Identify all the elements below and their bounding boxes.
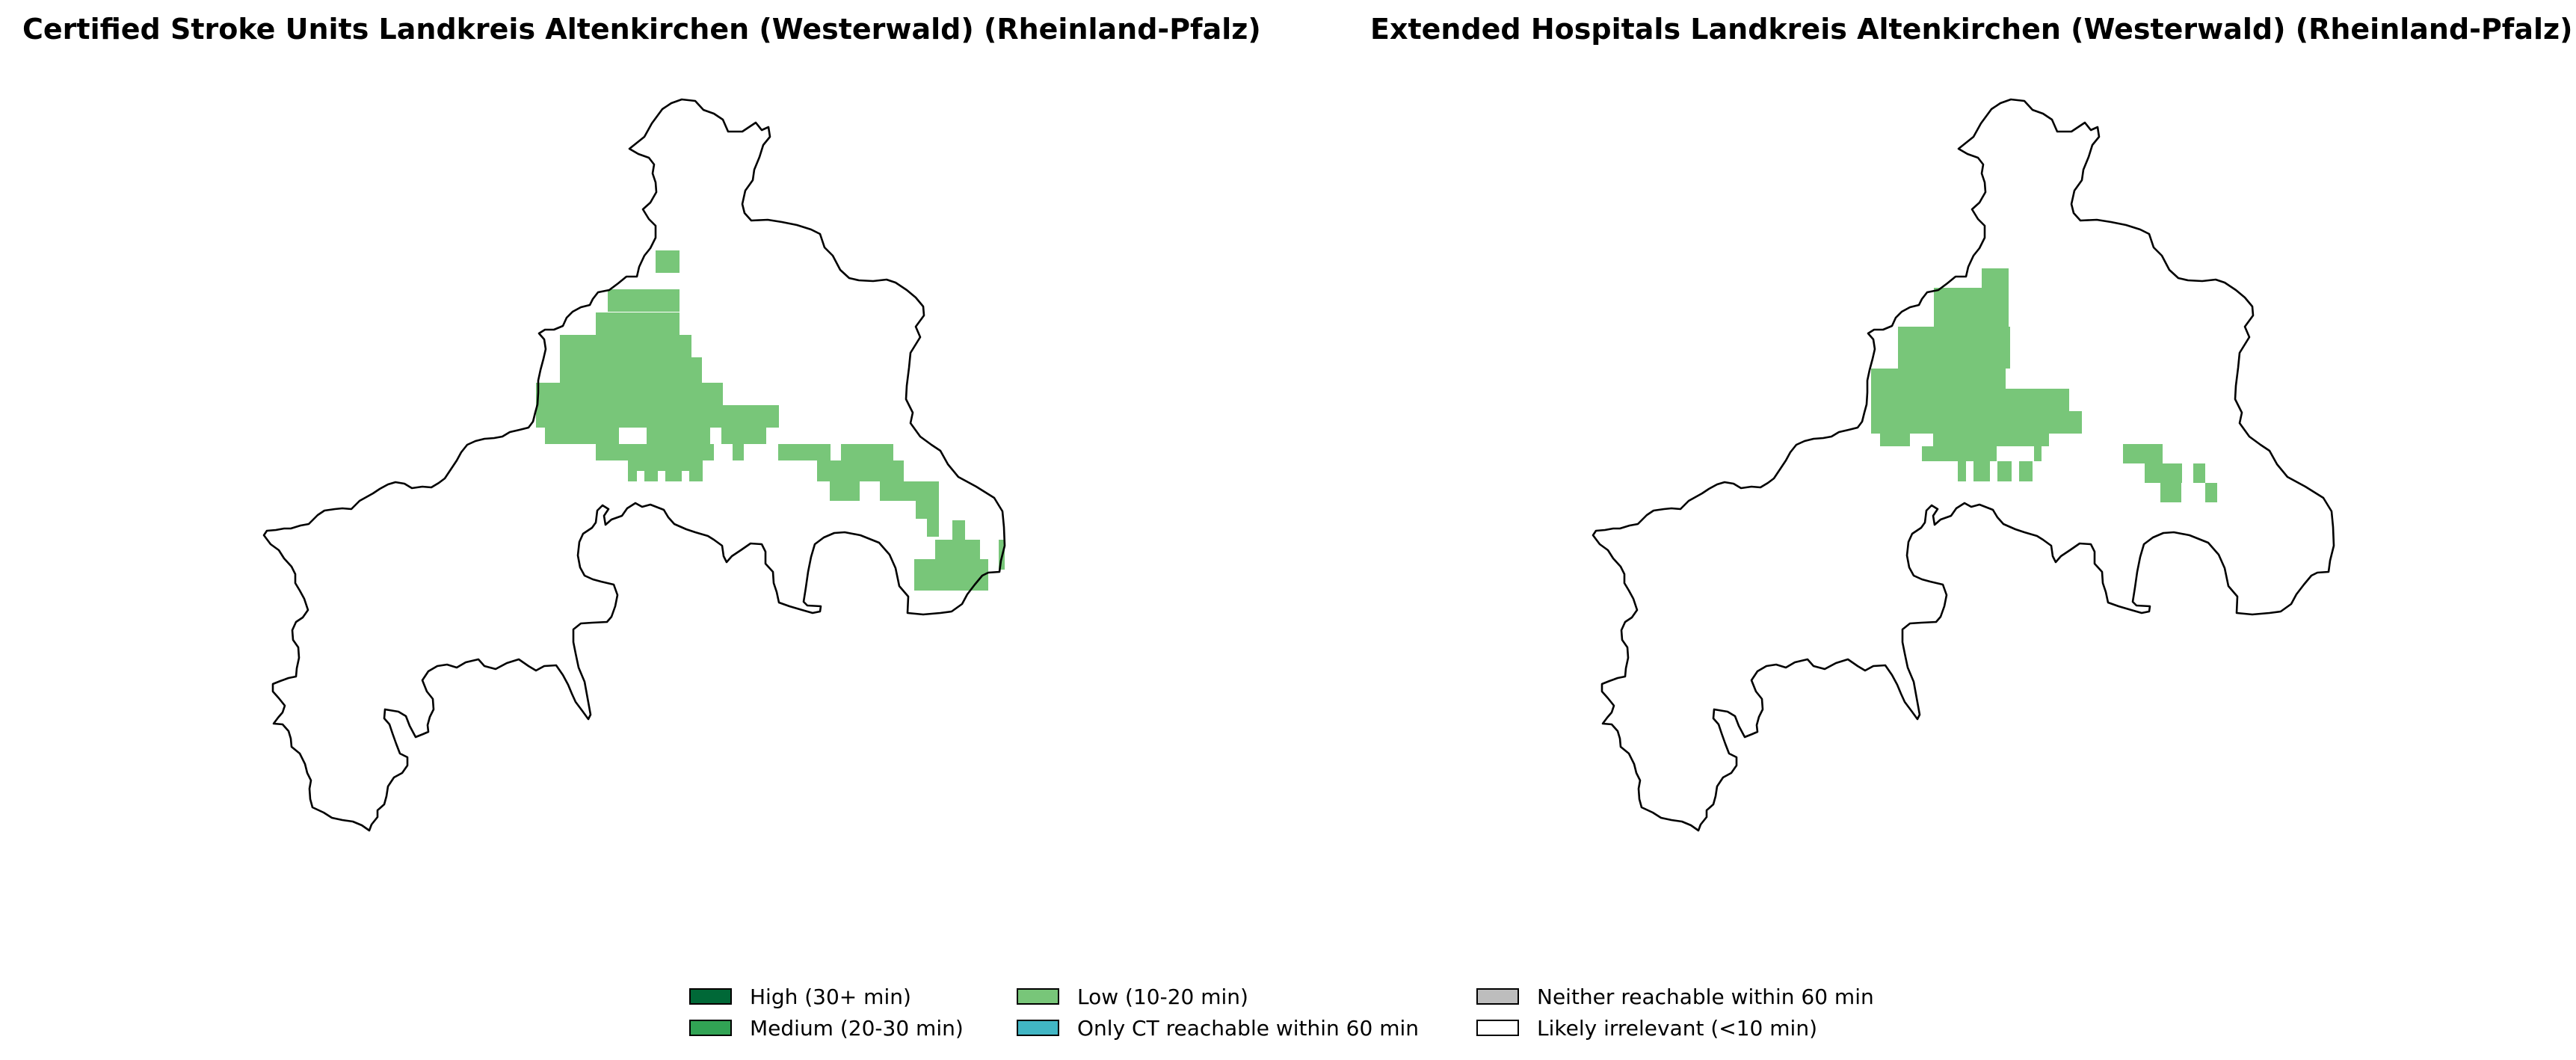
right-map-cell-low	[2193, 463, 2205, 483]
left-map-cell-low	[536, 383, 723, 405]
right-map-cell-irrelevant	[1944, 461, 1958, 481]
right-map-cell-low	[1871, 411, 2082, 434]
left-map-cell-low	[950, 520, 965, 540]
right-map-cell-low	[1880, 434, 1910, 446]
left-map-cell-irrelevant	[658, 471, 665, 481]
panel-title-extended-hospitals: Extended Hospitals Landkreis Altenkirche…	[1370, 13, 2573, 46]
left-map-cell-low	[560, 335, 691, 357]
right-map-cell-low	[2160, 483, 2181, 502]
right-map-cell-low	[1933, 434, 2049, 446]
left-map-cell-irrelevant	[637, 471, 644, 481]
left-map-cell-low	[608, 289, 680, 312]
right-map-cell-low	[1934, 288, 2009, 307]
left-map-cell-low	[830, 481, 860, 501]
map-stroke-units	[262, 98, 1006, 832]
left-map-cell-low	[721, 428, 766, 444]
left-map-district-boundary	[262, 98, 1006, 832]
panel-title-stroke-units: Certified Stroke Units Landkreis Altenki…	[22, 13, 1261, 46]
left-map-cell-low	[596, 312, 680, 335]
right-map-cell-low	[1934, 307, 2009, 327]
left-map-cell-low	[841, 444, 893, 460]
right-map-low-cells	[1871, 268, 2217, 502]
left-map-cell-low	[635, 428, 710, 444]
right-map-cell-low	[2034, 446, 2042, 461]
left-map-cell-irrelevant	[682, 471, 689, 481]
right-map-cell-low	[1898, 327, 2010, 346]
right-map-cell-low	[1871, 389, 2069, 411]
left-map-cell-low	[536, 405, 779, 428]
left-map-cell-low	[880, 481, 939, 501]
left-map-cell-irrelevant	[980, 546, 999, 559]
right-map-cell-low	[1982, 268, 2009, 288]
left-map-cell-low	[927, 519, 939, 537]
left-map-cell-low	[817, 460, 904, 481]
right-map-cell-low	[2123, 444, 2163, 463]
left-map-cell-irrelevant	[609, 460, 626, 481]
left-map-cell-low	[914, 559, 988, 591]
left-map-cell-low	[733, 444, 744, 460]
right-map-cell-low	[2205, 483, 2217, 502]
left-map-cell-irrelevant	[620, 428, 647, 444]
right-map-cell-low	[1898, 346, 2010, 369]
left-map-cell-low	[596, 444, 714, 460]
left-map-low-cells	[536, 250, 1005, 591]
left-map-cell-low	[545, 428, 619, 444]
left-map-cell-irrelevant	[943, 519, 952, 540]
left-map-cell-irrelevant	[710, 428, 721, 444]
right-map-cell-irrelevant	[1966, 461, 1973, 481]
right-map-cell-low	[1871, 369, 2006, 389]
right-map-cell-low	[2145, 463, 2182, 483]
right-map-cell-low	[1922, 446, 1997, 461]
right-map-cell-irrelevant	[2012, 461, 2019, 481]
right-map-district-boundary	[1591, 98, 2335, 832]
left-map-cell-low	[560, 357, 702, 383]
right-map-cell-irrelevant	[1910, 434, 1933, 446]
left-map-cell-low	[935, 540, 980, 559]
right-map-cell-irrelevant	[1990, 461, 1997, 481]
left-map-cell-low	[778, 444, 831, 460]
left-map-cell-low	[656, 250, 680, 273]
left-map-cell-low	[916, 501, 939, 519]
